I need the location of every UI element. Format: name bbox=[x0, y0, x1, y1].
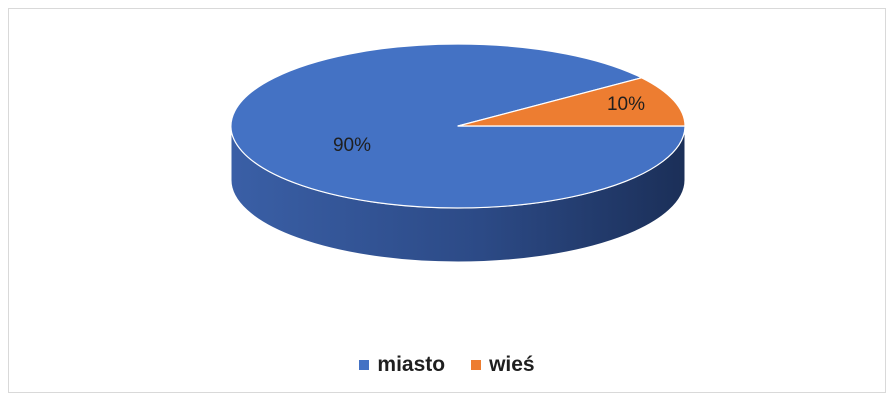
data-label-wieś: 10% bbox=[607, 94, 645, 115]
legend-item-miasto: miasto bbox=[359, 353, 445, 377]
legend-swatch bbox=[471, 360, 482, 370]
legend-label: wieś bbox=[489, 353, 535, 376]
legend-label: miasto bbox=[377, 353, 446, 376]
pie-labels: 90% 10% bbox=[333, 94, 645, 156]
legend-swatch bbox=[359, 360, 370, 370]
pie-tops bbox=[230, 43, 686, 209]
legend-item-wieś: wieś bbox=[471, 353, 535, 377]
legend: miasto wieś bbox=[0, 353, 894, 377]
data-label-miasto: 90% bbox=[333, 135, 371, 156]
slice-wieś bbox=[457, 77, 686, 127]
